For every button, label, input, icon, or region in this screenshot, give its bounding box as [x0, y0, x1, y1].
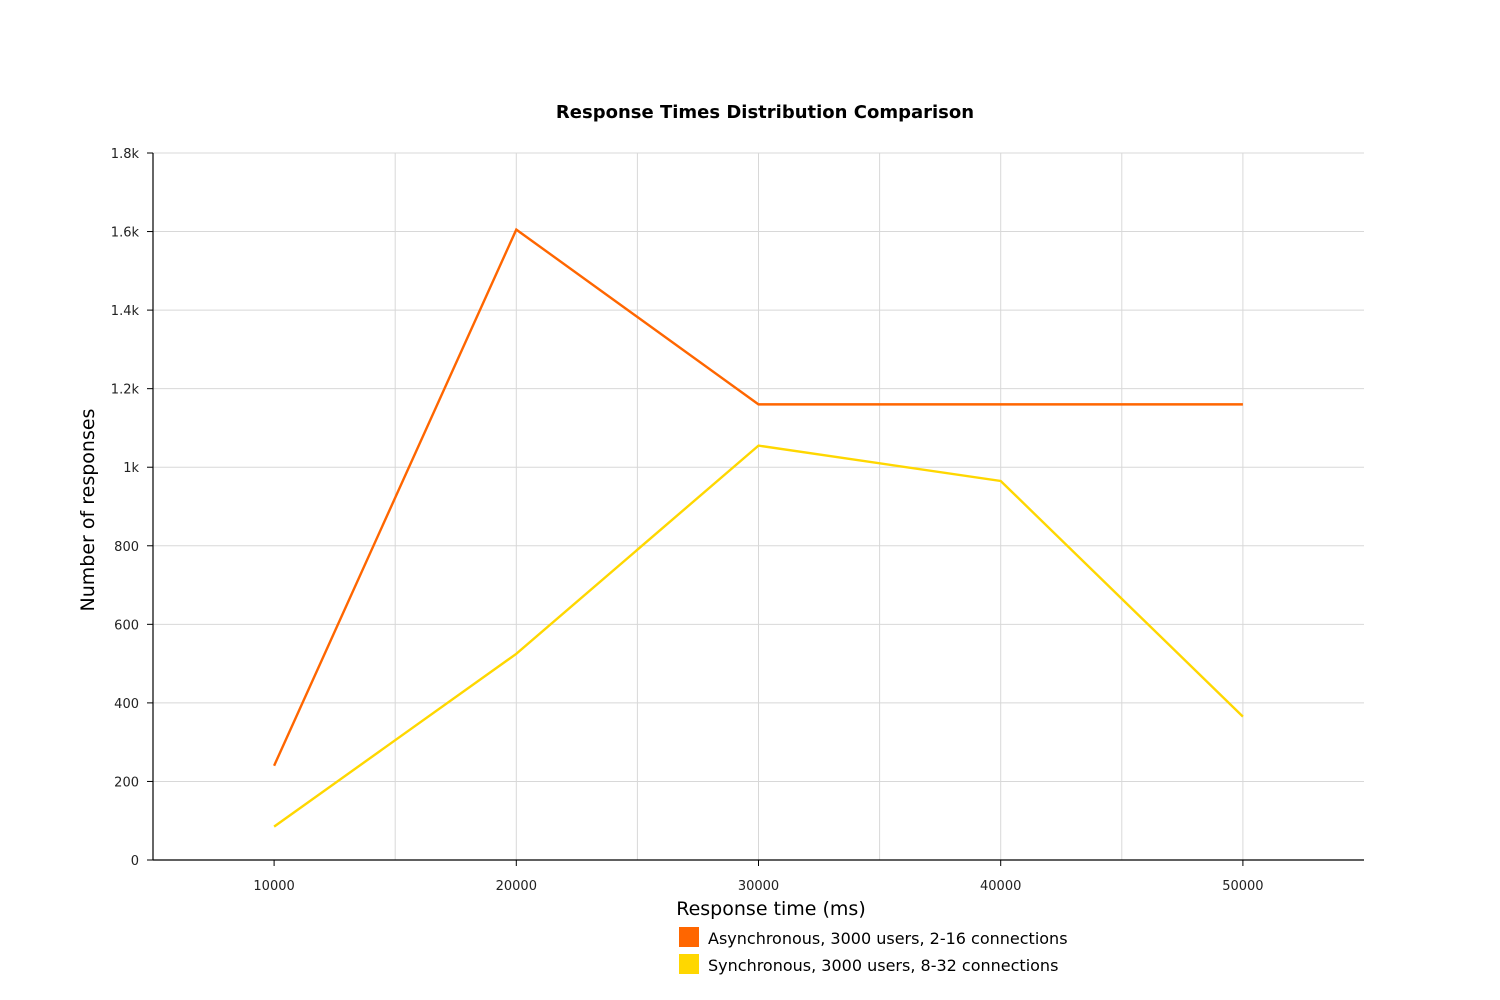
x-tick-label: 30000 — [738, 879, 779, 894]
y-tick-label: 600 — [114, 618, 139, 633]
y-tick-label: 400 — [114, 697, 139, 712]
legend-label-2: Synchronous, 3000 users, 8-32 connection… — [708, 956, 1058, 975]
y-tick-label: 1.8k — [111, 147, 140, 162]
y-tick-label: 1.2k — [111, 383, 140, 398]
x-tick-label: 50000 — [1222, 879, 1263, 894]
series-lines — [273, 227, 1244, 828]
series-line-2 — [273, 444, 1244, 828]
x-tick-label: 10000 — [253, 879, 294, 894]
x-axis-title: Response time (ms) — [676, 898, 866, 920]
series-line-1 — [273, 227, 1243, 767]
legend-swatch-1 — [679, 927, 699, 947]
legend-swatch-2 — [679, 954, 699, 974]
grid — [153, 152, 1364, 860]
legend: Asynchronous, 3000 users, 2-16 connectio… — [679, 927, 1068, 975]
y-tick-label: 1.6k — [111, 226, 140, 241]
x-axis-ticks: 10000 20000 30000 40000 50000 — [253, 860, 1264, 894]
y-axis-ticks: 0 200 400 600 800 1k 1.2k 1.4k 1.6k 1.8k — [111, 147, 153, 869]
y-tick-label: 0 — [131, 854, 139, 869]
chart-title: Response Times Distribution Comparison — [556, 102, 974, 123]
y-tick-label: 200 — [114, 775, 139, 790]
legend-label-1: Asynchronous, 3000 users, 2-16 connectio… — [708, 929, 1068, 948]
x-tick-label: 40000 — [980, 879, 1021, 894]
x-tick-label: 20000 — [496, 879, 537, 894]
y-axis-title: Number of responses — [77, 409, 99, 612]
y-tick-label: 1k — [123, 461, 139, 476]
y-tick-label: 1.4k — [111, 304, 140, 319]
y-tick-label: 800 — [114, 540, 139, 555]
